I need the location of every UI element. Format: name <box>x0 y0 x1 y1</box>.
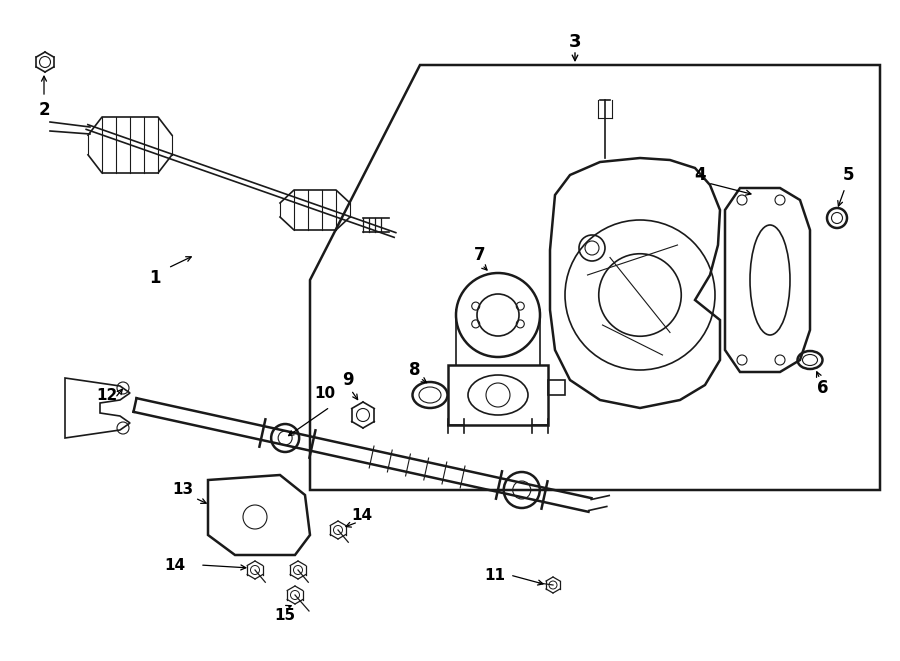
Text: 1: 1 <box>149 269 161 287</box>
Text: 2: 2 <box>38 101 50 119</box>
Text: 5: 5 <box>842 166 854 184</box>
Text: 10: 10 <box>314 385 336 401</box>
Text: 15: 15 <box>274 607 295 623</box>
Text: 14: 14 <box>165 557 185 572</box>
Text: 4: 4 <box>694 166 706 184</box>
Text: 7: 7 <box>474 246 486 264</box>
Text: 3: 3 <box>569 33 581 51</box>
Text: 6: 6 <box>817 379 829 397</box>
Text: 12: 12 <box>96 387 118 403</box>
Text: 9: 9 <box>342 371 354 389</box>
Text: 14: 14 <box>351 508 373 522</box>
Text: 8: 8 <box>410 361 421 379</box>
Text: 13: 13 <box>173 483 194 498</box>
Text: 11: 11 <box>484 568 506 582</box>
